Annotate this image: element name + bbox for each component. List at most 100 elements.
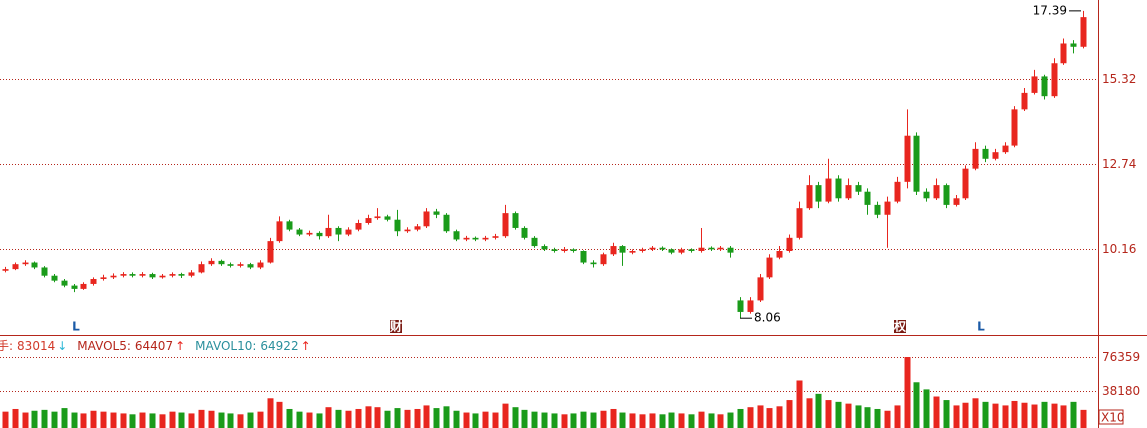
candle-body xyxy=(864,191,871,205)
candle-body xyxy=(423,211,430,227)
candle-body xyxy=(404,229,411,232)
volume-bar xyxy=(227,413,234,428)
volume-bar xyxy=(815,393,822,428)
candle-body xyxy=(639,249,646,252)
indicator-header: 手: 83014 ↓ MAVOL5: 64407 ↑ MAVOL10: 64922 ↑ xyxy=(0,339,311,353)
volume-bar xyxy=(257,411,264,428)
candle-body xyxy=(688,249,695,252)
volume-bar xyxy=(561,414,568,428)
volume-bar xyxy=(286,408,293,428)
volume-bar xyxy=(1021,402,1028,428)
y-tick-label: 10.16 xyxy=(1102,242,1136,256)
volume-bar xyxy=(159,414,166,428)
candle-body xyxy=(521,227,528,238)
candle-body xyxy=(894,181,901,202)
volume-bar xyxy=(237,414,244,428)
volume-bar xyxy=(71,412,78,428)
candle-body xyxy=(659,247,666,250)
candle-body xyxy=(776,251,783,258)
event-marker: L xyxy=(72,320,80,334)
candle-body xyxy=(708,247,715,250)
volume-bar xyxy=(972,398,979,428)
volume-bar xyxy=(1002,405,1009,428)
volume-bar xyxy=(502,403,509,428)
y2-unit: X10 xyxy=(1101,411,1125,425)
candle-body xyxy=(1080,17,1087,47)
candle-body xyxy=(90,279,97,284)
event-marker-box xyxy=(894,320,906,333)
candle-body xyxy=(227,264,234,266)
candle-body xyxy=(276,221,283,242)
volume-bar xyxy=(551,413,558,428)
candle-body xyxy=(600,254,607,265)
volume-bar xyxy=(933,396,940,428)
volume-bar xyxy=(1011,400,1018,428)
volume-bar xyxy=(306,412,313,428)
volume-bar xyxy=(169,411,176,428)
candle-body xyxy=(51,275,58,281)
volume-bar xyxy=(864,407,871,428)
volume-bar xyxy=(296,411,303,428)
candle-body xyxy=(345,229,352,235)
volume-bar xyxy=(394,408,401,428)
candle-body xyxy=(159,275,166,278)
candle-body xyxy=(247,264,254,268)
candle-body xyxy=(619,246,626,253)
indicator-value: 64922 xyxy=(260,339,298,353)
candle-body xyxy=(610,246,617,255)
volume-bar xyxy=(267,398,274,428)
volume-bar xyxy=(178,412,185,428)
volume-bar xyxy=(796,380,803,428)
volume-bar xyxy=(472,413,479,428)
candle-body xyxy=(541,246,548,250)
candle-body xyxy=(962,168,969,199)
candle-body xyxy=(531,237,538,247)
candle-body xyxy=(41,267,48,276)
volume-bar xyxy=(149,413,156,428)
y2-tick-label: 38180 xyxy=(1102,384,1140,398)
volume-bar xyxy=(22,412,29,428)
volume-bar xyxy=(806,398,813,428)
volume-bar xyxy=(678,413,685,428)
volume-bar xyxy=(1031,404,1038,428)
candle-body xyxy=(208,260,215,265)
candle-body xyxy=(786,237,793,252)
candle-body xyxy=(286,221,293,230)
volume-bar xyxy=(423,405,430,428)
volume-bar xyxy=(433,408,440,428)
candle-body xyxy=(110,275,117,278)
candle-body xyxy=(433,211,440,215)
volume-bar xyxy=(953,405,960,428)
volume-bar xyxy=(521,409,528,428)
indicator-arrow: ↑ xyxy=(175,339,185,353)
volume-bar xyxy=(737,408,744,428)
volume-bar xyxy=(90,410,97,428)
candle-body xyxy=(992,152,999,159)
volume-bar xyxy=(247,412,254,428)
volume-bar xyxy=(482,411,489,428)
candle-body xyxy=(374,216,381,219)
candle-body xyxy=(943,185,950,205)
candle-body xyxy=(678,249,685,253)
volume-bar xyxy=(316,413,323,428)
volume-bar xyxy=(580,411,587,428)
volume-bar xyxy=(384,410,391,428)
volume-bar xyxy=(1080,409,1087,428)
volume-bar xyxy=(923,389,930,428)
candle-body xyxy=(835,178,842,199)
volume-bar xyxy=(218,412,225,428)
candle-body xyxy=(453,231,460,240)
candle-body xyxy=(296,229,303,235)
candle-body xyxy=(698,247,705,252)
candle-body xyxy=(335,227,342,235)
volume-bar xyxy=(766,408,773,428)
volume-bar xyxy=(874,408,881,428)
candle-body xyxy=(629,251,636,253)
candle-body xyxy=(12,264,19,270)
candle-body xyxy=(815,185,822,202)
candle-body xyxy=(747,300,754,312)
volume-bar xyxy=(992,403,999,428)
volume-bar xyxy=(335,409,342,428)
candle-body xyxy=(512,213,519,228)
